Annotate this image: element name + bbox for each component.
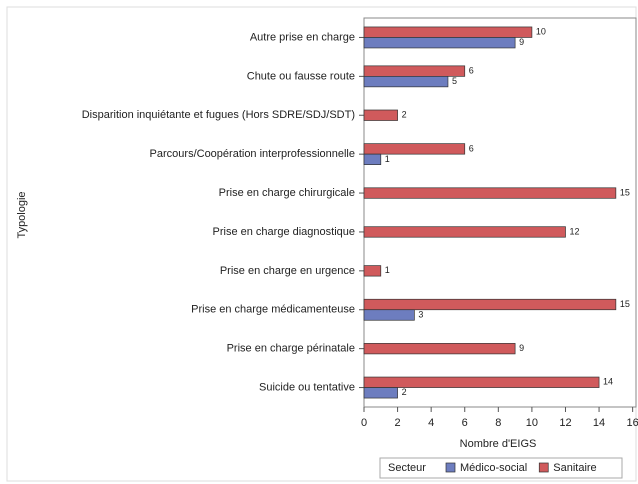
bar (363, 187, 617, 199)
value-label: 15 (620, 299, 630, 309)
x-axis-label: Nombre d'EIGS (460, 438, 537, 450)
value-label: 5 (452, 76, 457, 86)
bar (363, 37, 516, 49)
value-label: 12 (569, 226, 579, 236)
x-tick-label: 0 (361, 417, 367, 429)
bar (363, 143, 466, 155)
x-tick-label: 2 (395, 417, 401, 429)
plot-area (363, 17, 637, 408)
x-tick-label: 8 (495, 417, 501, 429)
y-axis-label: Typologie (16, 191, 28, 238)
legend-box (379, 457, 623, 479)
value-label: 3 (418, 309, 423, 319)
y-tick-label: Parcours/Coopération interprofessionnell… (150, 148, 355, 160)
bar (363, 65, 466, 77)
value-label: 2 (402, 110, 407, 120)
bar (363, 343, 516, 355)
legend-swatch (445, 462, 456, 473)
bar (363, 26, 533, 38)
value-label: 9 (519, 343, 524, 353)
legend-label: Médico-social (460, 462, 527, 474)
legend-swatch (538, 462, 549, 473)
bar (363, 109, 398, 121)
value-label: 15 (620, 187, 630, 197)
bar (363, 309, 415, 321)
x-tick-label: 12 (559, 417, 571, 429)
y-tick-label: Chute ou fausse route (247, 70, 355, 82)
bar (363, 387, 398, 399)
legend-title: Secteur (388, 462, 426, 474)
value-label: 14 (603, 377, 613, 387)
value-label: 2 (402, 387, 407, 397)
value-label: 9 (519, 37, 524, 47)
y-tick-label: Prise en charge chirurgicale (219, 187, 355, 199)
x-tick-label: 14 (593, 417, 605, 429)
x-tick-label: 4 (428, 417, 434, 429)
bar (363, 376, 600, 388)
bar (363, 153, 382, 165)
value-label: 6 (469, 143, 474, 153)
bar (363, 226, 566, 238)
y-tick-label: Prise en charge en urgence (220, 265, 355, 277)
bar (363, 265, 382, 277)
y-tick-label: Prise en charge médicamenteuse (191, 304, 355, 316)
value-label: 10 (536, 27, 546, 37)
y-tick-label: Prise en charge diagnostique (213, 226, 355, 238)
x-tick-label: 6 (462, 417, 468, 429)
value-label: 1 (385, 265, 390, 275)
y-tick-label: Disparition inquiétante et fugues (Hors … (82, 109, 355, 121)
bar (363, 298, 617, 311)
value-label: 1 (385, 154, 390, 164)
y-tick-label: Suicide ou tentative (259, 381, 355, 393)
legend-label: Sanitaire (553, 462, 596, 474)
y-tick-label: Autre prise en charge (250, 31, 355, 43)
value-label: 6 (469, 65, 474, 75)
y-tick-label: Prise en charge périnatale (227, 343, 355, 355)
x-tick-label: 16 (627, 417, 638, 429)
x-tick-label: 10 (526, 417, 538, 429)
bar (363, 75, 449, 88)
